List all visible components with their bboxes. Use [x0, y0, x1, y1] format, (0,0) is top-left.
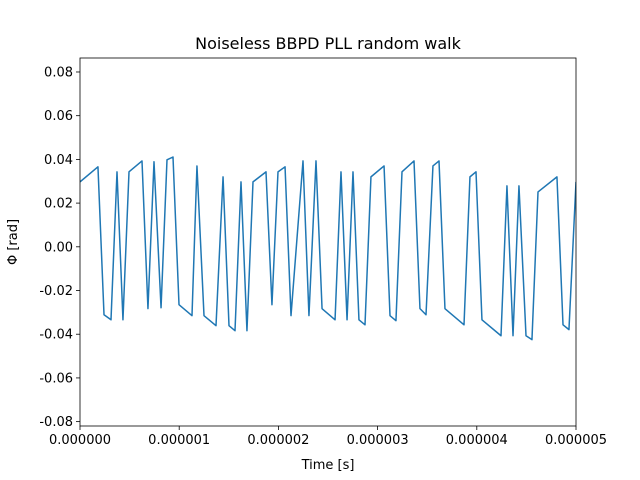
y-tick-label: 0.08 — [44, 65, 73, 80]
y-tick-label: 0.02 — [44, 197, 73, 212]
y-tick-label: -0.04 — [39, 328, 73, 343]
y-tick-label: 0.06 — [44, 109, 73, 124]
data-line — [80, 156, 576, 341]
y-tick-label: 0.04 — [44, 153, 73, 168]
y-tick-label: -0.02 — [39, 284, 73, 299]
y-tick-label: -0.08 — [39, 415, 73, 430]
chart-title: Noiseless BBPD PLL random walk — [195, 34, 461, 53]
x-tick-label: 0.000002 — [247, 433, 309, 448]
x-tick-label: 0.000001 — [148, 433, 210, 448]
y-tick-label: 0.00 — [44, 240, 73, 255]
x-tick-label: 0.000005 — [545, 433, 607, 448]
y-tick-label: -0.06 — [39, 371, 73, 386]
plot-frame — [79, 57, 577, 427]
x-tick-label: 0.000004 — [446, 433, 508, 448]
x-tick-label: 0.000000 — [49, 433, 111, 448]
x-tick-label: 0.000003 — [347, 433, 409, 448]
y-axis-label: Φ [rad] — [6, 219, 21, 265]
x-axis-label: Time [s] — [301, 458, 355, 473]
